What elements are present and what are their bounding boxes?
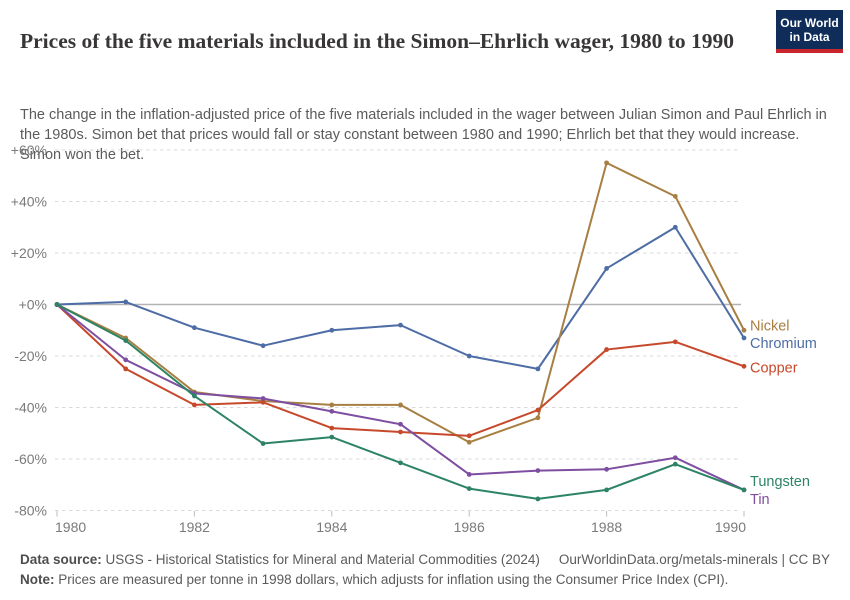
series-line-tungsten[interactable] xyxy=(56,303,745,500)
data-point-chromium-1989[interactable] xyxy=(672,224,678,230)
x-axis-tick-label: 1990 xyxy=(715,519,746,535)
data-point-tungsten-1981[interactable] xyxy=(123,338,129,343)
series-label-chromium[interactable]: Chromium xyxy=(750,336,817,352)
series-label-copper[interactable]: Copper xyxy=(750,360,798,376)
data-point-copper-1987[interactable] xyxy=(535,407,541,413)
y-axis-tick-label: -40% xyxy=(14,400,47,416)
data-point-chromium-1984[interactable] xyxy=(329,327,335,333)
x-axis-tick-label: 1982 xyxy=(179,519,210,535)
data-point-copper-1989[interactable] xyxy=(672,339,678,345)
data-point-copper-1990[interactable] xyxy=(741,363,747,369)
chart-footer: Data source: USGS - Historical Statistic… xyxy=(20,550,830,590)
data-point-tin-1987[interactable] xyxy=(535,468,541,473)
data-point-tungsten-1984[interactable] xyxy=(329,434,335,440)
data-source-line: Data source: USGS - Historical Statistic… xyxy=(20,550,540,570)
data-point-tungsten-1982[interactable] xyxy=(192,393,197,399)
data-point-nickel-1989[interactable] xyxy=(672,193,678,199)
y-axis-tick-label: -20% xyxy=(14,348,47,364)
data-point-tin-1985[interactable] xyxy=(398,421,403,427)
data-point-tungsten-1988[interactable] xyxy=(604,487,609,493)
chart-subtitle: The change in the inflation-adjusted pri… xyxy=(20,106,827,163)
data-point-tungsten-1985[interactable] xyxy=(398,460,403,466)
x-axis-tick-label: 1980 xyxy=(55,519,86,535)
data-point-tin-1983[interactable] xyxy=(260,396,266,401)
data-source-label: Data source: xyxy=(20,552,102,567)
x-axis-tick-label: 1988 xyxy=(591,519,622,535)
data-point-tungsten-1980[interactable] xyxy=(54,302,60,307)
data-source-text: USGS - Historical Statistics for Mineral… xyxy=(101,552,540,567)
data-point-copper-1983[interactable] xyxy=(260,399,266,405)
page-title: Prices of the five materials included in… xyxy=(20,29,735,54)
chart-area: +60% +40% +20% +0% -20% -40% -60% -80% 1980 1982 1… xyxy=(0,140,850,542)
data-point-copper-1981[interactable] xyxy=(123,366,129,372)
data-point-nickel-1985[interactable] xyxy=(398,402,403,408)
data-point-copper-1982[interactable] xyxy=(192,402,197,408)
owid-logo-text-line1: Our World xyxy=(780,15,839,30)
series-line-chromium[interactable] xyxy=(56,226,745,370)
y-axis-tick-label: +60% xyxy=(11,142,47,158)
data-point-nickel-1988[interactable] xyxy=(604,160,609,166)
data-point-copper-1988[interactable] xyxy=(604,347,609,352)
series-label-tungsten[interactable]: Tungsten xyxy=(750,474,810,490)
price-change-line-chart: +60% +40% +20% +0% -20% -40% -60% -80% 1980 1982 1… xyxy=(11,142,817,535)
data-point-tungsten-1989[interactable] xyxy=(672,461,678,467)
data-point-tin-1989[interactable] xyxy=(672,455,678,461)
x-axis-tick-label: 1984 xyxy=(316,519,347,535)
data-point-chromium-1986[interactable] xyxy=(466,353,472,359)
data-point-copper-1985[interactable] xyxy=(398,429,403,435)
data-point-tin-1988[interactable] xyxy=(604,466,609,472)
data-point-chromium-1988[interactable] xyxy=(604,266,609,271)
data-point-tungsten-1987[interactable] xyxy=(535,496,541,502)
credit-link[interactable]: OurWorldinData.org/metals-minerals | CC … xyxy=(558,552,830,567)
data-point-nickel-1984[interactable] xyxy=(329,402,335,408)
note-text: Prices are measured per tonne in 1998 do… xyxy=(54,572,729,587)
data-point-nickel-1987[interactable] xyxy=(535,415,541,421)
data-point-nickel-1990[interactable] xyxy=(741,327,747,333)
data-point-chromium-1982[interactable] xyxy=(192,325,197,331)
owid-logo-text-line2: in Data xyxy=(789,29,830,44)
data-point-tin-1984[interactable] xyxy=(329,408,335,414)
data-point-copper-1986[interactable] xyxy=(466,433,472,439)
data-point-chromium-1985[interactable] xyxy=(398,322,403,328)
data-point-chromium-1990[interactable] xyxy=(741,335,747,341)
data-point-tungsten-1990[interactable] xyxy=(741,487,747,493)
data-point-chromium-1981[interactable] xyxy=(123,299,129,305)
owid-logo[interactable]: Our World in Data xyxy=(776,10,843,53)
series-label-tin[interactable]: Tin xyxy=(750,492,770,508)
data-point-tin-1981[interactable] xyxy=(123,357,129,363)
note-label: Note: xyxy=(20,572,55,587)
data-point-tin-1986[interactable] xyxy=(466,472,472,477)
data-point-chromium-1983[interactable] xyxy=(260,343,266,349)
y-axis-tick-label: +0% xyxy=(19,297,47,313)
y-axis-tick-label: -80% xyxy=(14,503,47,519)
series-line-nickel[interactable] xyxy=(56,161,745,444)
data-point-nickel-1986[interactable] xyxy=(466,439,472,445)
data-point-tungsten-1983[interactable] xyxy=(260,441,266,446)
series-label-nickel[interactable]: Nickel xyxy=(750,318,789,334)
data-point-copper-1984[interactable] xyxy=(329,425,335,431)
x-axis-tick-label: 1986 xyxy=(454,519,485,535)
data-point-chromium-1987[interactable] xyxy=(535,366,541,372)
y-axis-tick-label: -60% xyxy=(14,451,47,467)
data-point-tungsten-1986[interactable] xyxy=(466,486,472,492)
y-axis-tick-label: +20% xyxy=(11,245,47,261)
y-axis-tick-label: +40% xyxy=(11,194,47,210)
